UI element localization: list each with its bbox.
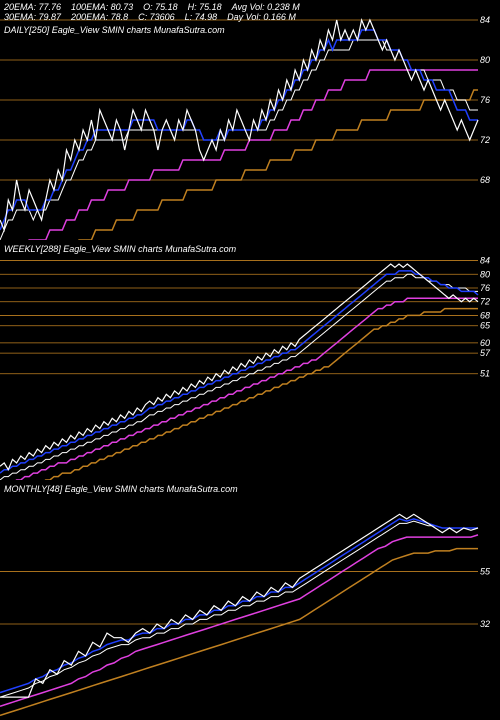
chart-panel-1: 51 5760 6568 72 76 80 84 [0,240,500,480]
svg-text:76: 76 [480,283,490,293]
svg-text:80: 80 [480,269,490,279]
svg-text:80: 80 [480,55,490,65]
svg-text:84: 84 [480,256,490,266]
low-label: L: 74.98 [185,12,218,22]
ema200-label: 200EMA: 78.8 [71,12,128,22]
svg-text:51: 51 [480,369,490,379]
chart-panel-2: 32 55 [0,480,500,720]
ema30-label: 30EMA: 79.87 [4,12,61,22]
svg-text:68: 68 [480,310,490,320]
ema20-label: 20EMA: 77.76 [4,2,61,12]
high-label: H: 75.18 [188,2,222,12]
svg-text:72: 72 [480,135,490,145]
svg-text:76: 76 [480,95,490,105]
svg-text:72: 72 [480,297,490,307]
chart-panel-0: 6872768084 [0,0,500,240]
svg-text:55: 55 [480,566,491,576]
svg-text:57: 57 [480,348,491,358]
dayvol-label: Day Vol: 0.166 M [227,12,296,22]
svg-text:68: 68 [480,175,490,185]
open-label: O: 75.18 [143,2,178,12]
panel-title-2: MONTHLY[48] Eagle_View SMIN charts Munaf… [4,484,238,494]
svg-text:32: 32 [480,619,490,629]
avgvol-label: Avg Vol: 0.238 M [232,2,300,12]
svg-text:65: 65 [480,321,491,331]
close-label: C: 73606 [138,12,175,22]
svg-text:60: 60 [480,338,490,348]
header-info-bar: 20EMA: 77.76 100EMA: 80.73 O: 75.18 H: 7… [4,2,496,22]
panel-title-1: WEEKLY[288] Eagle_View SMIN charts Munaf… [4,244,236,254]
ema100-label: 100EMA: 80.73 [71,2,133,12]
panel-title-0: DAILY[250] Eagle_View SMIN charts Munafa… [4,25,225,35]
